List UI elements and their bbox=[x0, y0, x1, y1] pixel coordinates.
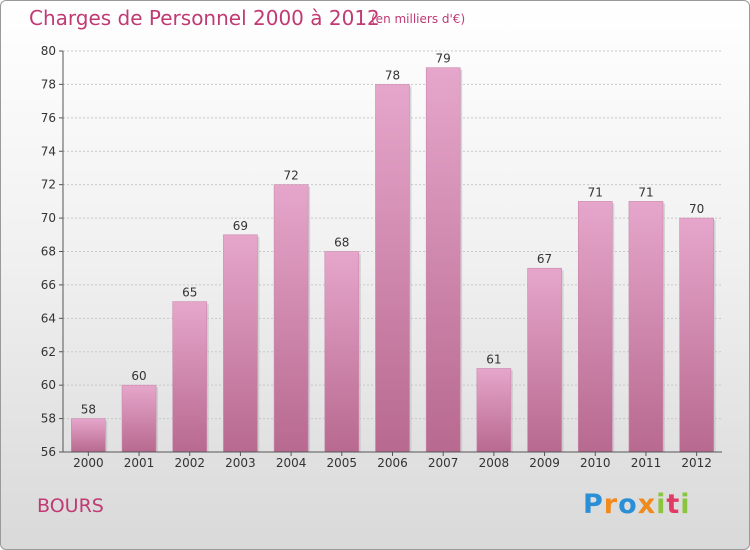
x-tick-label: 2012 bbox=[681, 456, 712, 470]
x-tick-label: 2007 bbox=[428, 456, 459, 470]
x-tick-label: 2000 bbox=[73, 456, 104, 470]
bar-2011 bbox=[628, 201, 664, 453]
bar-2012 bbox=[679, 217, 714, 453]
x-tick-label: 2003 bbox=[225, 456, 256, 470]
y-tick-label: 70 bbox=[41, 211, 56, 225]
x-tick-label: 2004 bbox=[276, 456, 307, 470]
bar-2009 bbox=[527, 267, 562, 453]
bar-2005 bbox=[324, 251, 360, 453]
data-labels: 58 60 65 69 72 68 78 79 61 67 71 71 70 bbox=[81, 52, 705, 417]
chart-subtitle: (en milliers d'€) bbox=[371, 12, 466, 26]
y-tick-label: 74 bbox=[41, 144, 56, 158]
bar-2000 bbox=[71, 418, 106, 453]
data-label: 71 bbox=[588, 185, 603, 199]
y-tick-label: 68 bbox=[41, 245, 56, 259]
y-tick-label: 78 bbox=[41, 77, 56, 91]
x-tick-label: 2009 bbox=[529, 456, 560, 470]
x-tick-label: 2008 bbox=[479, 456, 510, 470]
logo-letter: P bbox=[583, 489, 604, 520]
x-tick-label: 2010 bbox=[580, 456, 611, 470]
bar-2001 bbox=[121, 384, 157, 453]
data-label: 67 bbox=[537, 252, 552, 266]
city-name: BOURS bbox=[37, 495, 104, 517]
x-tick-label: 2011 bbox=[631, 456, 662, 470]
logo-letter: t bbox=[666, 489, 681, 520]
data-label: 61 bbox=[486, 352, 501, 366]
data-label: 60 bbox=[131, 369, 146, 383]
bar-2006 bbox=[375, 84, 410, 453]
y-tick-label: 62 bbox=[41, 345, 56, 359]
bar-2007 bbox=[425, 67, 461, 453]
bar-2010 bbox=[577, 201, 613, 453]
y-tick-label: 80 bbox=[41, 44, 56, 58]
logo-letter: r bbox=[603, 489, 619, 520]
data-label: 72 bbox=[283, 169, 298, 183]
data-label: 71 bbox=[638, 185, 653, 199]
y-tick-label: 66 bbox=[41, 278, 56, 292]
data-label: 69 bbox=[233, 219, 248, 233]
logo-letter: x bbox=[637, 489, 657, 520]
x-tick-label: 2006 bbox=[377, 456, 408, 470]
data-label: 58 bbox=[81, 403, 96, 417]
x-tick-label: 2001 bbox=[124, 456, 155, 470]
logo-letter: i bbox=[656, 489, 667, 520]
bar-2004 bbox=[273, 184, 309, 453]
logo-letter: i bbox=[680, 489, 691, 520]
y-tick-label: 72 bbox=[41, 178, 56, 192]
axes: 56 58 60 62 64 66 68 70 72 74 76 78 80 2000 2001 2002 20… bbox=[41, 44, 722, 470]
data-label: 68 bbox=[334, 236, 349, 250]
y-tick-label: 56 bbox=[41, 445, 56, 459]
y-tick-label: 60 bbox=[41, 378, 56, 392]
y-tick-label: 58 bbox=[41, 412, 56, 426]
y-tick-label: 64 bbox=[41, 311, 56, 325]
data-label: 78 bbox=[385, 68, 400, 82]
x-tick-label: 2005 bbox=[327, 456, 358, 470]
chart-title: Charges de Personnel 2000 à 2012 bbox=[29, 6, 380, 30]
bars bbox=[71, 67, 716, 453]
proxiti-logo: Proxiti bbox=[583, 489, 691, 520]
data-label: 70 bbox=[689, 202, 704, 216]
bar-2003 bbox=[223, 234, 258, 453]
bar-2008 bbox=[476, 368, 512, 453]
bar-2002 bbox=[172, 301, 208, 453]
data-label: 65 bbox=[182, 286, 197, 300]
x-tick-label: 2002 bbox=[174, 456, 205, 470]
y-tick-label: 76 bbox=[41, 111, 56, 125]
logo-letter: o bbox=[618, 489, 638, 520]
data-label: 79 bbox=[436, 52, 451, 66]
